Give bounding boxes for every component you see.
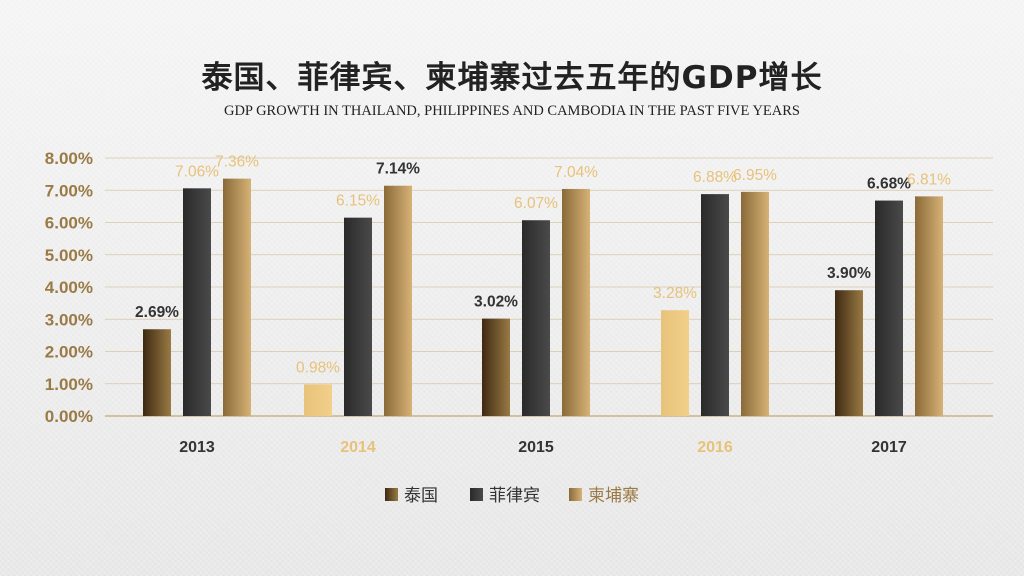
y-tick-label: 4.00% [45, 278, 93, 297]
data-label: 6.88% [693, 169, 737, 186]
data-label: 0.98% [296, 359, 340, 376]
bar-cambodia-2015 [562, 188, 590, 416]
bar-philippines-2016 [701, 194, 729, 416]
bar-philippines-2013 [183, 188, 211, 416]
bar-cambodia-2017 [915, 196, 943, 416]
data-label: 6.07% [514, 195, 558, 212]
legend-swatch [569, 488, 582, 501]
bar-cambodia-2014 [384, 185, 412, 416]
data-label: 6.68% [867, 176, 911, 193]
bar-philippines-2017 [875, 200, 903, 416]
y-tick-label: 2.00% [45, 343, 93, 362]
x-tick-label: 2017 [871, 439, 907, 456]
data-label: 3.28% [653, 285, 697, 302]
data-label: 6.15% [336, 193, 380, 210]
y-tick-label: 0.00% [45, 407, 93, 426]
legend-label: 柬埔寨 [588, 486, 639, 506]
legend-swatch [470, 488, 483, 501]
data-label: 2.69% [135, 304, 179, 321]
legend-label: 菲律宾 [489, 486, 540, 506]
bar-philippines-2014 [344, 217, 372, 416]
y-tick-label: 8.00% [45, 149, 93, 168]
bar-thailand-2014 [304, 384, 332, 416]
x-tick-label: 2013 [179, 439, 215, 456]
bar-thailand-2015 [482, 318, 510, 416]
y-tick-label: 1.00% [45, 375, 93, 394]
data-label: 3.90% [827, 265, 871, 282]
x-tick-label: 2016 [697, 439, 733, 456]
bar-philippines-2015 [522, 220, 550, 416]
bar-thailand-2013 [143, 329, 171, 416]
x-tick-label: 2015 [518, 439, 554, 456]
data-label: 7.06% [175, 163, 219, 180]
data-label: 7.36% [215, 154, 259, 171]
data-label: 7.14% [376, 161, 420, 178]
y-tick-label: 7.00% [45, 181, 93, 200]
data-label: 7.04% [554, 164, 598, 181]
bar-thailand-2016 [661, 310, 689, 416]
bar-cambodia-2016 [741, 191, 769, 416]
y-tick-label: 3.00% [45, 310, 93, 329]
data-label: 6.81% [907, 171, 951, 188]
chart-subtitle: GDP GROWTH IN THAILAND, PHILIPPINES AND … [223, 103, 800, 119]
bar-cambodia-2013 [223, 178, 251, 416]
legend-swatch [385, 488, 398, 501]
legend-label: 泰国 [404, 486, 438, 506]
x-tick-label: 2014 [340, 439, 376, 456]
data-label: 3.02% [474, 294, 518, 311]
y-tick-label: 5.00% [45, 246, 93, 265]
y-tick-label: 6.00% [45, 214, 93, 233]
data-label: 6.95% [733, 167, 777, 184]
chart-title: 泰国、菲律宾、柬埔寨过去五年的GDP增长 [201, 60, 823, 96]
bar-thailand-2017 [835, 290, 863, 416]
